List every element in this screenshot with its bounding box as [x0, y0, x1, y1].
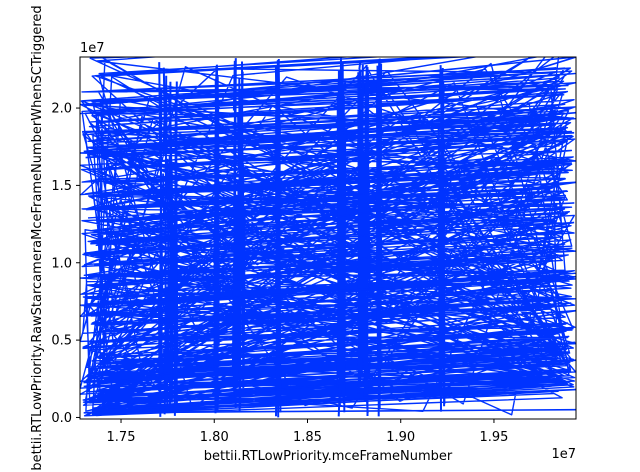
- y-tick-label: 0.5: [51, 334, 72, 349]
- trace-cluster-3: [274, 58, 282, 418]
- x-tick-label: 1.80: [200, 430, 229, 445]
- axes-frame: [79, 56, 577, 420]
- y-axis-offset-label: 1e7: [80, 41, 105, 56]
- trace-cluster-4: [336, 57, 347, 417]
- trace-cluster-6: [375, 58, 383, 417]
- x-tick-label: 1.95: [479, 430, 508, 445]
- x-tick-label: 1.85: [293, 430, 322, 445]
- y-tick-label: 0.0: [51, 411, 72, 426]
- x-axis-label: bettii.RTLowPriority.mceFrameNumber: [204, 449, 453, 464]
- trace-cluster-2: [231, 58, 246, 413]
- y-tick-label: 1.0: [51, 256, 72, 271]
- x-axis-ticks: 1.75 1.80 1.85 1.90 1.95: [107, 419, 508, 445]
- trace-cluster-0: [157, 62, 179, 417]
- series-layer: [83, 57, 576, 414]
- y-tick-label: 1.5: [51, 179, 72, 194]
- x-axis-offset-label: 1e7: [551, 447, 576, 462]
- plot-area: [79, 56, 577, 420]
- y-axis-label: bettii.RTLowPriority.RawStarcameraMceFra…: [30, 5, 45, 470]
- y-tick-label: 2.0: [51, 102, 72, 117]
- trace-cluster-1: [213, 64, 220, 414]
- x-tick-label: 1.90: [386, 430, 415, 445]
- trace-layer: [80, 57, 576, 418]
- x-tick-label: 1.75: [107, 430, 136, 445]
- y-axis-ticks: 0.0 0.5 1.0 1.5 2.0: [51, 102, 80, 426]
- series-line-0: [83, 57, 576, 414]
